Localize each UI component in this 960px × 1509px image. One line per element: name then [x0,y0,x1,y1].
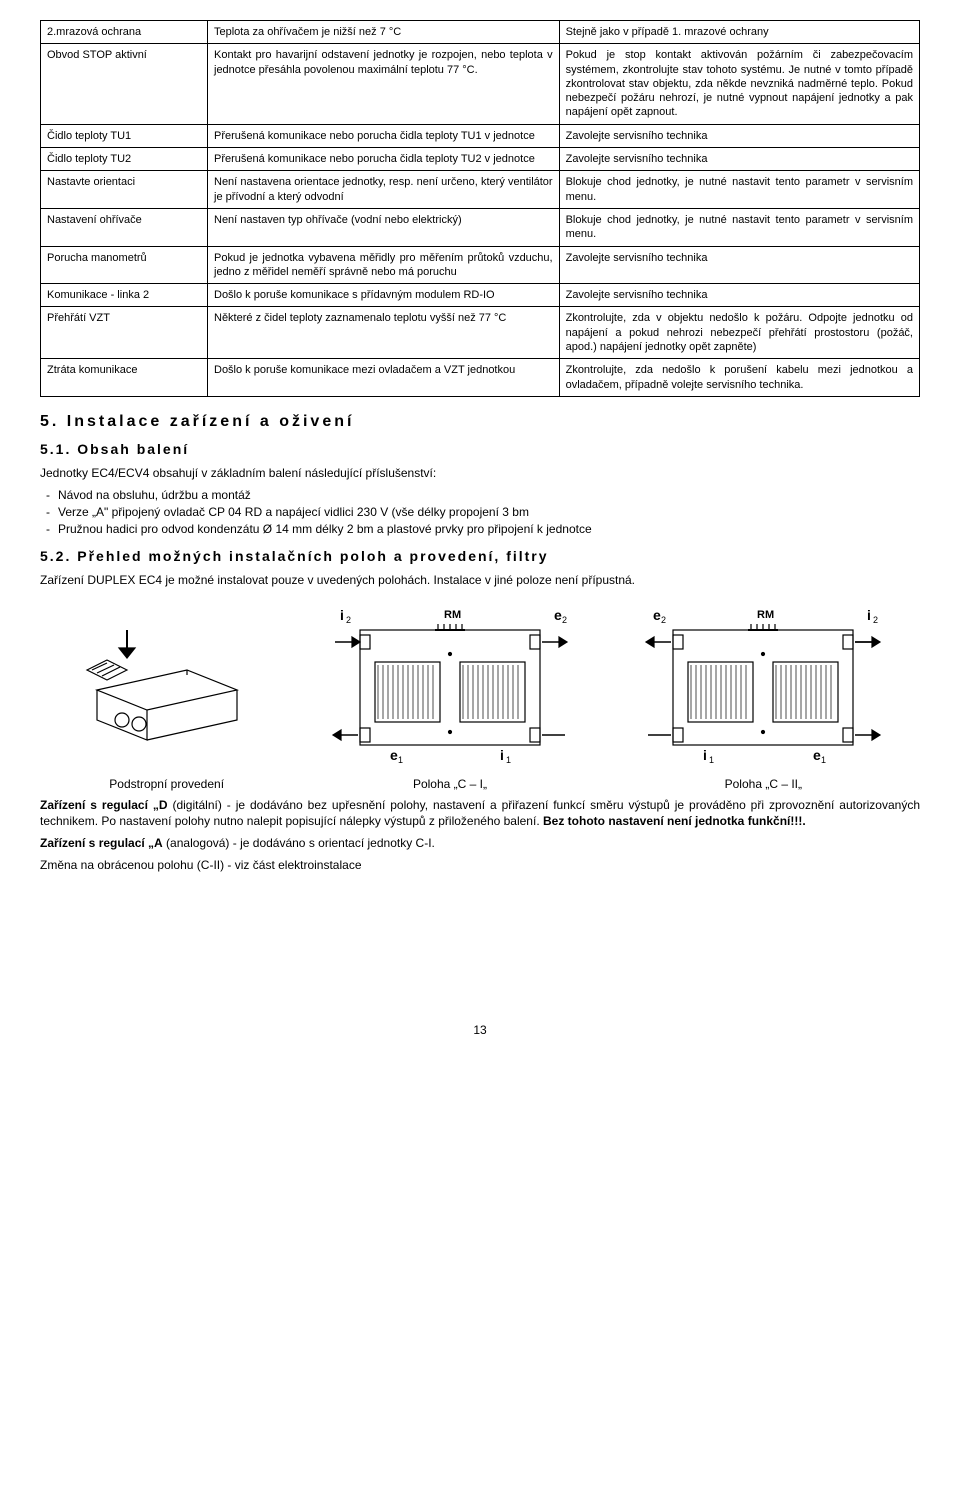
section-5-2-p1: Zařízení DUPLEX EC4 je možné instalovat … [40,572,920,588]
svg-text:RM: RM [444,609,461,621]
svg-text:e: e [390,747,398,763]
table-row: Nastavte orientaciNení nastavena orienta… [41,171,920,209]
table-cell: Porucha manometrů [41,246,208,284]
svg-text:2: 2 [661,615,666,625]
section-5-1-intro: Jednotky EC4/ECV4 obsahují v základním b… [40,465,920,481]
table-cell: Teplota za ohřívačem je nižší než 7 °C [208,21,560,44]
table-cell: Nastavení ohřívače [41,208,208,246]
table-cell: Zkontrolujte, zda v objektu nedošlo k po… [559,307,919,359]
table-row: Přehřátí VZTNěkteré z čidel teploty zazn… [41,307,920,359]
section-5-2-p2: Zařízení s regulací „D (digitální) - je … [40,797,920,829]
diagram-c2-caption: Poloha „C – II„ [633,777,893,791]
table-cell: Došlo k poruše komunikace s přídavným mo… [208,284,560,307]
fault-table: 2.mrazová ochranaTeplota za ohřívačem je… [40,20,920,397]
svg-text:1: 1 [821,755,826,765]
table-row: 2.mrazová ochranaTeplota za ohřívačem je… [41,21,920,44]
table-cell: Pokud je jednotka vybavena měřidly pro m… [208,246,560,284]
table-cell: Obvod STOP aktivní [41,44,208,124]
list-item: Verze „A" připojený ovladač CP 04 RD a n… [58,504,920,521]
table-cell: Zkontrolujte, zda nedošlo k porušení kab… [559,359,919,397]
diagram-ceiling: Podstropní provedení [67,620,267,791]
svg-text:2: 2 [873,615,878,625]
table-row: Komunikace - linka 2Došlo k poruše komun… [41,284,920,307]
svg-text:i: i [340,607,344,623]
list-item: Pružnou hadici pro odvod kondenzátu Ø 14… [58,521,920,538]
svg-text:1: 1 [709,755,714,765]
svg-text:1: 1 [398,755,403,765]
section-5-2-p4: Změna na obrácenou polohu (C-II) - viz č… [40,857,920,873]
svg-text:e: e [653,607,661,623]
page-number: 13 [40,1023,920,1037]
table-cell: Došlo k poruše komunikace mezi ovladačem… [208,359,560,397]
diagram-c2: e2 i2 RM i1 e1 Poloha „C – II„ [633,600,893,791]
table-row: Nastavení ohřívačeNení nastaven typ ohří… [41,208,920,246]
table-cell: 2.mrazová ochrana [41,21,208,44]
list-item: Návod na obsluhu, údržbu a montáž [58,487,920,504]
diagram-c1-caption: Poloha „C – I„ [320,777,580,791]
table-cell: Zavolejte servisního technika [559,124,919,147]
table-cell: Nastavte orientaci [41,171,208,209]
section-5-2-p3: Zařízení s regulací „A (analogová) - je … [40,835,920,851]
svg-text:i: i [500,747,504,763]
table-cell: Čidlo teploty TU2 [41,148,208,171]
table-cell: Přerušená komunikace nebo porucha čidla … [208,124,560,147]
table-cell: Zavolejte servisního technika [559,246,919,284]
table-cell: Stejně jako v případě 1. mrazové ochrany [559,21,919,44]
section-5-2-heading: 5.2. Přehled možných instalačních poloh … [40,548,920,564]
table-row: Obvod STOP aktivníKontakt pro havarijní … [41,44,920,124]
section-5-1-list: Návod na obsluhu, údržbu a montážVerze „… [40,487,920,537]
svg-text:i: i [867,607,871,623]
diagram-ceiling-svg [67,620,267,770]
svg-text:RM: RM [757,609,774,621]
table-cell: Přehřátí VZT [41,307,208,359]
table-cell: Zavolejte servisního technika [559,148,919,171]
diagram-c2-svg: e2 i2 RM i1 e1 [633,600,893,770]
diagram-ceiling-caption: Podstropní provedení [67,777,267,791]
svg-text:1: 1 [506,755,511,765]
section-5-heading: 5. Instalace zařízení a oživení [40,413,920,431]
table-cell: Zavolejte servisního technika [559,284,919,307]
table-row: Ztráta komunikaceDošlo k poruše komunika… [41,359,920,397]
table-row: Čidlo teploty TU2Přerušená komunikace ne… [41,148,920,171]
svg-text:e: e [554,607,562,623]
table-cell: Kontakt pro havarijní odstavení jednotky… [208,44,560,124]
svg-text:2: 2 [346,615,351,625]
section-5-1-heading: 5.1. Obsah balení [40,441,920,457]
svg-text:i: i [703,747,707,763]
table-cell: Blokuje chod jednotky, je nutné nastavit… [559,208,919,246]
table-cell: Ztráta komunikace [41,359,208,397]
table-cell: Čidlo teploty TU1 [41,124,208,147]
table-cell: Přerušená komunikace nebo porucha čidla … [208,148,560,171]
table-row: Porucha manometrůPokud je jednotka vybav… [41,246,920,284]
table-row: Čidlo teploty TU1Přerušená komunikace ne… [41,124,920,147]
svg-text:e: e [813,747,821,763]
table-cell: Některé z čidel teploty zaznamenalo tepl… [208,307,560,359]
table-cell: Blokuje chod jednotky, je nutné nastavit… [559,171,919,209]
table-cell: Pokud je stop kontakt aktivován požárním… [559,44,919,124]
table-cell: Komunikace - linka 2 [41,284,208,307]
table-cell: Není nastavena orientace jednotky, resp.… [208,171,560,209]
diagram-c1: i2 e2 RM e1 i1 Poloha „C – I„ [320,600,580,791]
installation-diagrams: Podstropní provedení [40,600,920,791]
diagram-c1-svg: i2 e2 RM e1 i1 [320,600,580,770]
table-cell: Není nastaven typ ohřívače (vodní nebo e… [208,208,560,246]
svg-text:2: 2 [562,615,567,625]
